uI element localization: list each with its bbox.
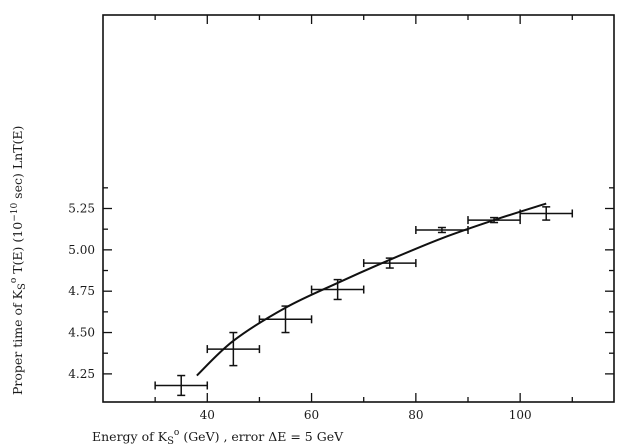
data-point-3 bbox=[258, 305, 313, 334]
fit-curve bbox=[196, 202, 547, 377]
x-tick-label: 100 bbox=[509, 408, 532, 422]
axis-tick-labels: 40 60 80 100 4.25 4.50 4.75 5.00 5.25 bbox=[68, 202, 531, 423]
y-tick-label: 4.75 bbox=[68, 284, 95, 298]
axis-ticks bbox=[103, 15, 614, 402]
data-point-8 bbox=[519, 206, 574, 221]
y-tick-label: 5.25 bbox=[68, 202, 95, 216]
data-point-7 bbox=[467, 216, 521, 225]
x-tick-label: 40 bbox=[200, 408, 215, 422]
data-points bbox=[154, 206, 574, 397]
y-tick-label: 5.00 bbox=[68, 243, 95, 257]
y-axis-title: Proper time of KSo T(E) (10−10 sec) LnT(… bbox=[9, 126, 28, 395]
x-axis-title: Energy of KSo (GeV) , error ΔE = 5 GeV bbox=[92, 428, 344, 445]
y-tick-label: 4.50 bbox=[68, 326, 95, 340]
data-point-1 bbox=[154, 374, 209, 397]
data-point-5 bbox=[362, 257, 417, 269]
plot-frame bbox=[102, 14, 615, 403]
y-tick-label: 4.25 bbox=[68, 367, 95, 381]
data-point-2 bbox=[206, 331, 261, 367]
data-point-4 bbox=[310, 278, 365, 301]
x-tick-label: 60 bbox=[304, 408, 319, 422]
x-tick-label: 80 bbox=[408, 408, 423, 422]
data-point-6 bbox=[415, 226, 469, 234]
